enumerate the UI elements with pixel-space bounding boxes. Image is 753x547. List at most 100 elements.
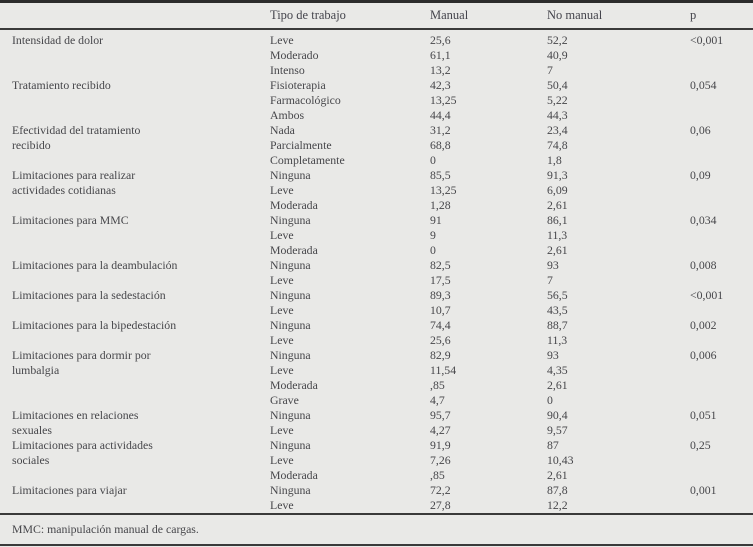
col-header-p: p bbox=[690, 1, 753, 30]
manual-value: 72,2 bbox=[430, 483, 451, 497]
tipo-cell: Leve bbox=[270, 363, 294, 377]
tipo-cell: Leve bbox=[270, 498, 294, 512]
manual-value: 91 bbox=[430, 213, 442, 227]
p-value bbox=[690, 198, 753, 213]
manual-value: 85,5 bbox=[430, 168, 451, 182]
table-row: Limitaciones para la deambulación Ninguna… bbox=[0, 258, 753, 273]
no-manual-value: 5,22 bbox=[547, 93, 568, 107]
category-cell: Tratamiento recibido bbox=[12, 78, 111, 92]
category-cell: Intensidad de dolor bbox=[12, 33, 104, 47]
table-row: Limitaciones para realizar actividades c… bbox=[0, 168, 753, 197]
category-cell: Limitaciones para la bipedestación bbox=[12, 318, 177, 332]
tipo-cell: Ninguna bbox=[270, 348, 311, 362]
col-header-manual: Manual bbox=[430, 1, 547, 30]
manual-value: 9 bbox=[430, 228, 436, 242]
tipo-cell: Ninguna bbox=[270, 168, 311, 182]
table-body: Intensidad de dolor Leve 25,6 52,2 <0,001 Mod… bbox=[0, 29, 753, 513]
no-manual-value: 1,8 bbox=[547, 153, 562, 167]
table-header: Tipo de trabajo Manual No manual p bbox=[0, 1, 753, 30]
p-value bbox=[690, 108, 753, 123]
manual-value: 0 bbox=[430, 153, 436, 167]
table-row: Grave 4,7 0 bbox=[0, 393, 753, 408]
p-value bbox=[690, 378, 753, 393]
p-value bbox=[690, 423, 753, 438]
table-row: Leve 27,8 12,2 bbox=[0, 498, 753, 513]
p-value: 0,054 bbox=[690, 78, 717, 92]
manual-value: 91,9 bbox=[430, 438, 451, 452]
no-manual-value: 74,8 bbox=[547, 138, 568, 152]
manual-value: 42,3 bbox=[430, 78, 451, 92]
no-manual-value: 11,3 bbox=[547, 228, 568, 242]
p-value: 0,06 bbox=[690, 123, 711, 137]
p-value bbox=[690, 453, 753, 468]
table-row: Leve 9 11,3 bbox=[0, 228, 753, 243]
p-value bbox=[690, 243, 753, 258]
no-manual-value: 23,4 bbox=[547, 123, 568, 137]
tipo-cell: Leve bbox=[270, 228, 294, 242]
p-value: 0,001 bbox=[690, 483, 717, 497]
table-footnote: MMC: manipulación manual de cargas. bbox=[0, 513, 753, 546]
manual-value: 27,8 bbox=[430, 498, 451, 512]
table-row: Leve 10,7 43,5 bbox=[0, 303, 753, 318]
table-row: Moderada 1,28 2,61 bbox=[0, 198, 753, 213]
manual-value: 82,9 bbox=[430, 348, 451, 362]
no-manual-value: 93 bbox=[547, 258, 559, 272]
p-value: 0,09 bbox=[690, 168, 711, 182]
manual-value: 68,8 bbox=[430, 138, 451, 152]
no-manual-value: 2,61 bbox=[547, 378, 568, 392]
no-manual-value: 2,61 bbox=[547, 243, 568, 257]
manual-value: 25,6 bbox=[430, 333, 451, 347]
manual-value: 4,7 bbox=[430, 393, 445, 407]
manual-value: 7,26 bbox=[430, 453, 451, 467]
tipo-cell: Ninguna bbox=[270, 438, 311, 452]
p-value bbox=[690, 138, 753, 153]
no-manual-value: 12,2 bbox=[547, 498, 568, 512]
no-manual-value: 44,3 bbox=[547, 108, 568, 122]
comparison-table: Tipo de trabajo Manual No manual p Inten… bbox=[0, 0, 753, 513]
no-manual-value: 6,09 bbox=[547, 183, 568, 197]
no-manual-value: 87 bbox=[547, 438, 559, 452]
p-value bbox=[690, 153, 753, 168]
tipo-cell: Ninguna bbox=[270, 408, 311, 422]
table-row: Intensidad de dolor Leve 25,6 52,2 <0,001 bbox=[0, 29, 753, 48]
manual-value: ,85 bbox=[430, 468, 445, 482]
category-cell: Limitaciones en relaciones sexuales bbox=[12, 408, 139, 437]
manual-value: 74,4 bbox=[430, 318, 451, 332]
no-manual-value: 52,2 bbox=[547, 33, 568, 47]
p-value bbox=[690, 468, 753, 483]
p-value bbox=[690, 498, 753, 513]
no-manual-value: 88,7 bbox=[547, 318, 568, 332]
table-row: Leve 7,26 10,43 bbox=[0, 453, 753, 468]
p-value bbox=[690, 333, 753, 348]
tipo-cell: Moderada bbox=[270, 198, 318, 212]
p-value: 0,25 bbox=[690, 438, 711, 452]
manual-value: 44,4 bbox=[430, 108, 451, 122]
category-cell: Limitaciones para viajar bbox=[12, 483, 127, 497]
table-row: Limitaciones para actividades sociales Ni… bbox=[0, 438, 753, 467]
table-row: Moderada ,85 2,61 bbox=[0, 468, 753, 483]
tipo-cell: Leve bbox=[270, 303, 294, 317]
manual-value: 25,6 bbox=[430, 33, 451, 47]
table-row: Leve 4,27 9,57 bbox=[0, 423, 753, 438]
table-row: Leve 11,54 4,35 bbox=[0, 363, 753, 378]
table-row: Limitaciones para viajar Ninguna 72,2 87,8 0… bbox=[0, 483, 753, 498]
no-manual-value: 90,4 bbox=[547, 408, 568, 422]
table-row: Limitaciones para dormir por lumbalgia Ni… bbox=[0, 348, 753, 377]
category-cell: Limitaciones para dormir por lumbalgia bbox=[12, 348, 151, 377]
no-manual-value: 2,61 bbox=[547, 198, 568, 212]
p-value: <0,001 bbox=[690, 288, 724, 302]
table-row: Limitaciones en relaciones sexuales Ningu… bbox=[0, 408, 753, 437]
category-cell: Limitaciones para realizar actividades c… bbox=[12, 168, 136, 197]
no-manual-value: 7 bbox=[547, 63, 553, 77]
tipo-cell: Ninguna bbox=[270, 318, 311, 332]
p-value bbox=[690, 303, 753, 318]
tipo-cell: Leve bbox=[270, 33, 294, 47]
no-manual-value: 11,3 bbox=[547, 333, 568, 347]
no-manual-value: 93 bbox=[547, 348, 559, 362]
tipo-cell: Nada bbox=[270, 123, 295, 137]
tipo-cell: Completamente bbox=[270, 153, 345, 167]
tipo-cell: Leve bbox=[270, 273, 294, 287]
p-value bbox=[690, 48, 753, 63]
category-cell: Limitaciones para la deambulación bbox=[12, 258, 178, 272]
table-row: Moderada 0 2,61 bbox=[0, 243, 753, 258]
